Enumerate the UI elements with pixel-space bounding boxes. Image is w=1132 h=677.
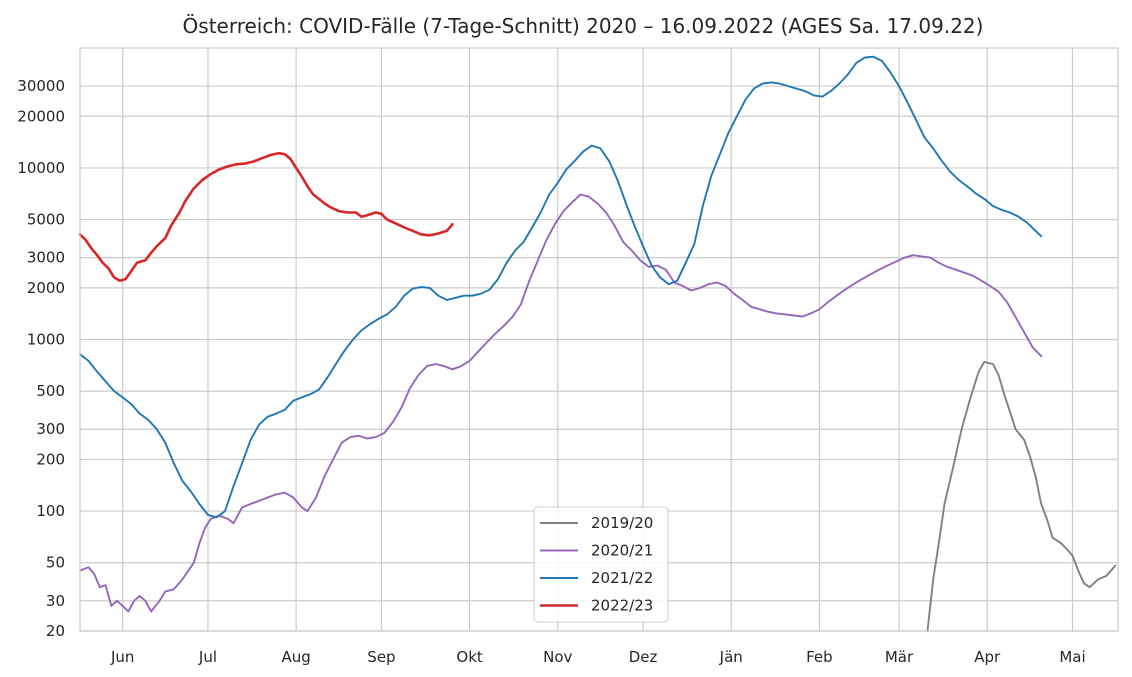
- grid: [80, 48, 1118, 632]
- plot-frame: [79, 47, 1119, 632]
- y-tick-label: 300: [36, 420, 65, 438]
- x-tick-label: Apr: [974, 648, 1001, 666]
- y-tick-label: 200: [36, 450, 65, 468]
- x-tick-label: Aug: [281, 648, 310, 666]
- y-tick-label: 10000: [17, 159, 65, 177]
- y-tick-label: 5000: [27, 211, 65, 229]
- legend-box: [533, 506, 669, 623]
- chart-title: Österreich: COVID-Fälle (7-Tage-Schnitt)…: [183, 14, 984, 38]
- x-tick-label: Sep: [367, 648, 395, 666]
- legend-entry: 2021/22: [591, 569, 653, 587]
- legend-entry: 2022/23: [591, 597, 653, 615]
- legend-entry: 2019/20: [591, 514, 653, 532]
- x-tick-label: Nov: [543, 648, 572, 666]
- y-tick-label: 100: [36, 502, 65, 520]
- series-lines: [78, 55, 1117, 632]
- y-tick-label: 1000: [27, 331, 65, 349]
- x-tick-label: Jul: [198, 648, 217, 666]
- series-line-1: [926, 360, 1117, 632]
- series-line-4: [78, 151, 454, 283]
- legend-entry: 2020/21: [591, 542, 653, 560]
- legend: 2019/20 2020/21 2021/22 2022/23: [533, 506, 669, 623]
- y-tick-label: 2000: [27, 279, 65, 297]
- x-tick-label: Feb: [806, 648, 833, 666]
- series-line-2: [79, 193, 1043, 613]
- y-tick-label: 20: [46, 622, 65, 640]
- x-tick-label: Dez: [629, 648, 658, 666]
- series-line-3: [79, 55, 1043, 519]
- x-tick-label: Okt: [456, 648, 482, 666]
- y-tick-label: 20000: [17, 107, 65, 125]
- y-tick-label: 30000: [17, 77, 65, 95]
- y-tick-label: 3000: [27, 249, 65, 267]
- x-tick-label: Mär: [885, 648, 914, 666]
- x-tick-label: Jun: [110, 648, 134, 666]
- y-tick-label: 30: [46, 592, 65, 610]
- y-tick-labels: 20 30 50 100 200 300 500 1000 2000 3000 5000 10000 2…: [17, 77, 65, 640]
- y-tick-label: 500: [36, 382, 65, 400]
- y-tick-label: 50: [46, 554, 65, 572]
- x-tick-labels: Jun Jul Aug Sep Okt Nov Dez Jän Feb Mär Apr Mai: [110, 648, 1086, 666]
- x-tick-label: Jän: [719, 648, 743, 666]
- x-tick-label: Mai: [1059, 648, 1085, 666]
